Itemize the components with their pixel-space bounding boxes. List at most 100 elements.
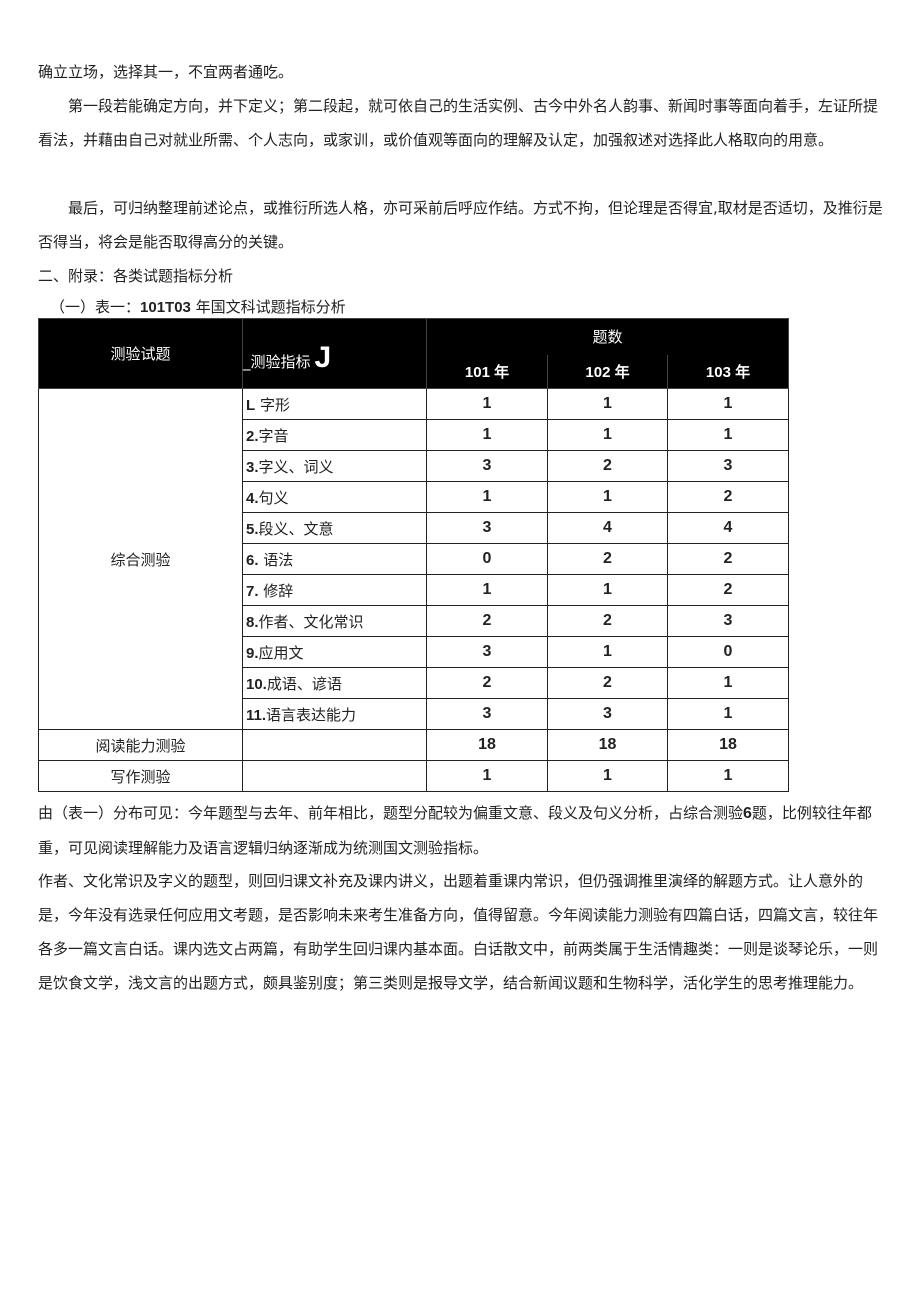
- analysis-paragraph: 作者、文化常识及字义的题型，则回归课文补充及课内讲义，出题着重课内常识，但仍强调…: [38, 872, 879, 992]
- section-heading: 二、附录：各类试题指标分析: [38, 267, 234, 285]
- table-row: 阅读能力测验 18 18 18: [38, 729, 789, 761]
- count-cell: 1: [426, 760, 548, 792]
- count-cell: 1: [667, 419, 789, 451]
- caption-prefix: （一）表一：: [50, 298, 141, 316]
- indicator-number: 4.: [246, 489, 259, 507]
- indicator-cell: L 字形: [242, 388, 427, 420]
- count-cell: 2: [667, 543, 789, 575]
- count-cell: 1: [667, 667, 789, 699]
- count-cell: 18: [547, 729, 668, 761]
- header-count: 题数: [592, 328, 623, 347]
- indicator-cell: 7. 修辞: [242, 574, 427, 606]
- count-cell: 2: [547, 450, 668, 482]
- count-cell: 2: [547, 605, 668, 637]
- indicator-label: 修辞: [258, 581, 294, 600]
- analysis-text: 题，比例较往年都重，可见阅读理解能力及语言逻辑归纳逐渐成为统测国文测验指标。: [38, 804, 872, 857]
- count-cell: 1: [547, 481, 668, 513]
- indicator-number: 11.: [246, 706, 267, 724]
- indicator-number: 9.: [246, 644, 259, 662]
- count-cell: 2: [426, 605, 548, 637]
- table-row: 10.成语、谚语 2 2 1: [39, 667, 789, 699]
- count-cell: 2: [547, 667, 668, 699]
- count-cell: 18: [667, 729, 789, 761]
- count-cell: 1: [426, 481, 548, 513]
- indicator-label: 段义、文意: [258, 519, 334, 538]
- count-cell: 2: [547, 543, 668, 575]
- paragraph: 最后，可归纳整理前述论点，或推衍所选人格，亦可采前后呼应作结。方式不拘，但论理是…: [38, 199, 883, 251]
- table-row: 4.句义 1 1 2: [39, 481, 789, 513]
- count-cell: 18: [426, 729, 548, 761]
- indicator-cell: 3.字义、词义: [242, 450, 427, 482]
- paragraph: 确立立场，选择其一，不宜两者通吃。: [38, 63, 294, 81]
- header-test: 测验试题: [38, 318, 243, 389]
- count-cell: 1: [667, 388, 789, 420]
- indicator-label: 字义、词义: [258, 457, 334, 476]
- header-count-row: 题数: [426, 318, 789, 355]
- indicator-cell: 9.应用文: [242, 636, 427, 668]
- table-row: 综合测验 L 字形 1 1 1: [38, 388, 789, 730]
- indicator-number: 5.: [246, 520, 259, 538]
- indicator-number: 3.: [246, 458, 259, 476]
- table-row: 6. 语法 0 2 2: [39, 543, 789, 575]
- count-cell: 2: [426, 667, 548, 699]
- indicator-table: 测验试题 _测验指标 J 题数 101 年 102 年 103 年 综合测验 L 字…: [38, 318, 789, 792]
- indicator-cell: 10.成语、谚语: [242, 667, 427, 699]
- table-caption: （一）表一：101T03 年国文科试题指标分析: [50, 290, 900, 325]
- indicator-cell: 4.句义: [242, 481, 427, 513]
- header-year-102: 102 年: [547, 354, 668, 389]
- indicator-cell: 6. 语法: [242, 543, 427, 575]
- header-indicator-label: _测验指标: [243, 352, 311, 371]
- indicator-label: 句义: [258, 488, 289, 507]
- table-body: 综合测验 L 字形 1 1 1 2.字音 1 1 1 3.字义、词义 3 2 3 4.句义 1 1 2 5.段义、…: [38, 388, 789, 792]
- count-cell: 1: [547, 388, 668, 420]
- count-cell: 0: [426, 543, 548, 575]
- count-cell: 1: [547, 636, 668, 668]
- count-cell: 1: [547, 760, 668, 792]
- indicator-number: 7.: [246, 582, 259, 600]
- header-indicator-mark: J: [314, 340, 332, 374]
- header-year-101: 101 年: [426, 354, 548, 389]
- count-cell: 3: [426, 636, 548, 668]
- caption-years: 101T03: [140, 299, 191, 316]
- table-row: 写作测验 1 1 1: [38, 760, 789, 792]
- count-cell: 1: [426, 574, 548, 606]
- indicator-number: 6.: [246, 551, 259, 569]
- count-cell: 3: [426, 698, 548, 730]
- count-cell: 3: [426, 450, 548, 482]
- count-cell: 0: [667, 636, 789, 668]
- table-row: 7. 修辞 1 1 2: [39, 574, 789, 606]
- indicator-cell: 2.字音: [242, 419, 427, 451]
- indicator-label: 语言表达能力: [266, 705, 357, 724]
- header-indicator: _测验指标 J: [242, 318, 427, 389]
- indicator-cell: 5.段义、文意: [242, 512, 427, 544]
- count-cell: 4: [667, 512, 789, 544]
- indicator-number: 10.: [246, 675, 267, 693]
- indicator-number: L: [246, 396, 256, 414]
- analysis-number: 6: [743, 805, 752, 822]
- count-cell: 1: [547, 419, 668, 451]
- indicator-label: 应用文: [258, 643, 304, 662]
- indicator-label: 成语、谚语: [266, 674, 342, 693]
- indicator-number: 2.: [246, 427, 259, 445]
- analysis-paragraph: 由（表一）分布可见：今年题型与去年、前年相比，题型分配较为偏重文意、段义及句义分…: [38, 796, 888, 865]
- count-cell: 1: [667, 698, 789, 730]
- count-cell: 2: [667, 574, 789, 606]
- count-cell: 1: [426, 388, 548, 420]
- count-cell: 4: [547, 512, 668, 544]
- test-category: 阅读能力测验: [38, 729, 243, 761]
- indicator-number: 8.: [246, 613, 259, 631]
- count-cell: 3: [667, 450, 789, 482]
- indicator-cell: 11.语言表达能力: [242, 698, 427, 730]
- indicator-cell: [242, 729, 427, 761]
- count-cell: 1: [667, 760, 789, 792]
- indicator-cell: [242, 760, 427, 792]
- test-category: 综合测验: [38, 388, 243, 730]
- indicator-label: 字音: [258, 426, 289, 445]
- header-year-103: 103 年: [667, 354, 789, 389]
- analysis-text: 由（表一）分布可见：今年题型与去年、前年相比，题型分配较为偏重文意、段义及句义分…: [38, 804, 744, 822]
- indicator-label: 语法: [258, 550, 294, 569]
- table-row: 5.段义、文意 3 4 4: [39, 512, 789, 544]
- count-cell: 3: [667, 605, 789, 637]
- count-cell: 3: [547, 698, 668, 730]
